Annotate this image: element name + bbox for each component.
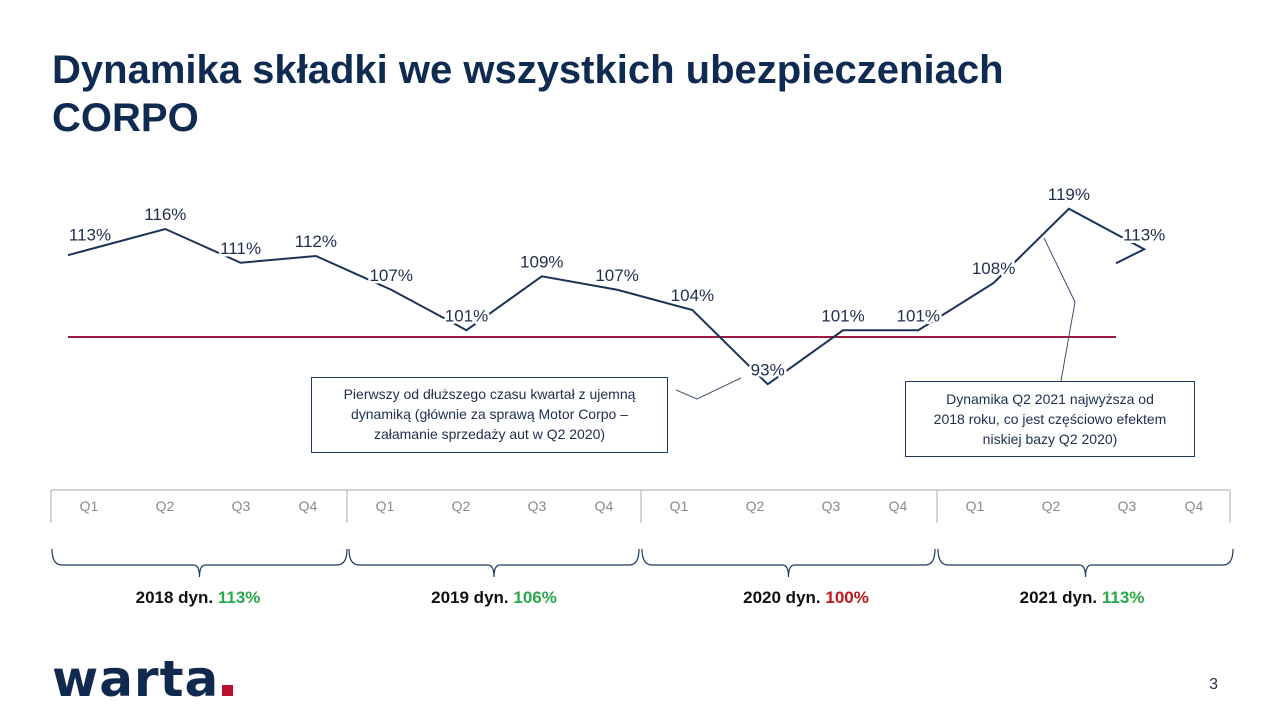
year-brace bbox=[641, 548, 936, 578]
quarter-tick-label: Q3 bbox=[528, 498, 547, 514]
data-label: 111% bbox=[220, 239, 261, 258]
callout-right-connector bbox=[1043, 237, 1076, 382]
year-brace bbox=[937, 548, 1234, 578]
data-label: 104% bbox=[671, 286, 714, 305]
callout-right-line-3: niskiej bazy Q2 2020) bbox=[982, 431, 1118, 447]
quarter-tick-label: Q1 bbox=[80, 498, 99, 514]
quarter-tick-label: Q1 bbox=[966, 498, 985, 514]
quarter-tick-label: Q2 bbox=[156, 498, 175, 514]
logo-dot-icon bbox=[222, 685, 234, 696]
year-summary-2018: 2018 dyn. 113% bbox=[78, 588, 318, 608]
quarter-tick-label: Q4 bbox=[595, 498, 614, 514]
callout-negative-quarter: Pierwszy od dłuższego czasu kwartał z uj… bbox=[311, 377, 668, 453]
page-number: 3 bbox=[1209, 676, 1218, 693]
data-label: 109% bbox=[520, 252, 563, 271]
quarter-tick-label: Q2 bbox=[452, 498, 471, 514]
data-label: 107% bbox=[369, 266, 412, 285]
year-brace bbox=[51, 548, 348, 578]
quarter-tick-label: Q3 bbox=[1118, 498, 1137, 514]
callout-left-line-1: Pierwszy od dłuższego czasu kwartał z uj… bbox=[343, 386, 636, 402]
warta-logo: warta bbox=[52, 650, 234, 708]
year-label: 2018 dyn. bbox=[135, 588, 214, 607]
quarter-tick-label: Q1 bbox=[670, 498, 689, 514]
year-label: 2019 dyn. bbox=[431, 588, 509, 607]
year-dynamics-value: 106% bbox=[513, 588, 557, 607]
quarter-tick-label: Q1 bbox=[376, 498, 395, 514]
logo-text: warta bbox=[52, 650, 220, 708]
year-label: 2021 dyn. bbox=[1019, 588, 1098, 607]
quarter-tick-label: Q2 bbox=[746, 498, 765, 514]
data-label: 112% bbox=[295, 232, 337, 251]
quarter-tick-label: Q4 bbox=[299, 498, 318, 514]
quarter-tick-label: Q3 bbox=[822, 498, 841, 514]
year-summary-2020: 2020 dyn. 100% bbox=[686, 588, 926, 608]
callout-right-line-1: Dynamika Q2 2021 najwyższa od bbox=[946, 391, 1154, 407]
data-label: 101% bbox=[821, 306, 864, 325]
data-label: 108% bbox=[972, 259, 1015, 278]
data-label: 119% bbox=[1048, 185, 1090, 204]
quarter-tick-label: Q2 bbox=[1042, 498, 1061, 514]
year-label: 2020 dyn. bbox=[743, 588, 821, 607]
data-label: 116% bbox=[144, 205, 186, 224]
page-title: Dynamika składki we wszystkich ubezpiecz… bbox=[52, 46, 1172, 142]
callout-left-line-2: dynamiką (głównie za sprawą Motor Corpo … bbox=[350, 406, 628, 422]
callout-left-connector bbox=[675, 377, 742, 400]
data-label: 113% bbox=[69, 225, 111, 244]
year-dynamics-value: 100% bbox=[825, 588, 869, 607]
data-label: 107% bbox=[595, 266, 638, 285]
data-label: 101% bbox=[897, 306, 940, 325]
year-dynamics-value: 113% bbox=[217, 588, 261, 607]
quarter-tick-label: Q4 bbox=[889, 498, 908, 514]
data-label: 93% bbox=[751, 360, 785, 379]
year-dynamics-value: 113% bbox=[1101, 588, 1145, 607]
year-brace bbox=[348, 548, 640, 578]
year-summary-2019: 2019 dyn. 106% bbox=[374, 588, 614, 608]
callout-left-line-3: załamanie sprzedaży aut w Q2 2020) bbox=[373, 426, 606, 442]
callout-q2-2021-peak: Dynamika Q2 2021 najwyższa od 2018 roku,… bbox=[905, 381, 1195, 457]
page-title-line2: CORPO bbox=[52, 96, 199, 140]
quarter-tick-label: Q4 bbox=[1185, 498, 1204, 514]
data-label: 101% bbox=[445, 306, 488, 325]
quarter-tick-label: Q3 bbox=[232, 498, 251, 514]
year-summary-2021: 2021 dyn. 113% bbox=[962, 588, 1202, 608]
callout-right-line-2: 2018 roku, co jest częściowo efektem bbox=[933, 411, 1167, 427]
series-line bbox=[67, 207, 1147, 386]
page-title-line1: Dynamika składki we wszystkich ubezpiecz… bbox=[52, 48, 1004, 92]
data-label: 113% bbox=[1123, 225, 1165, 244]
